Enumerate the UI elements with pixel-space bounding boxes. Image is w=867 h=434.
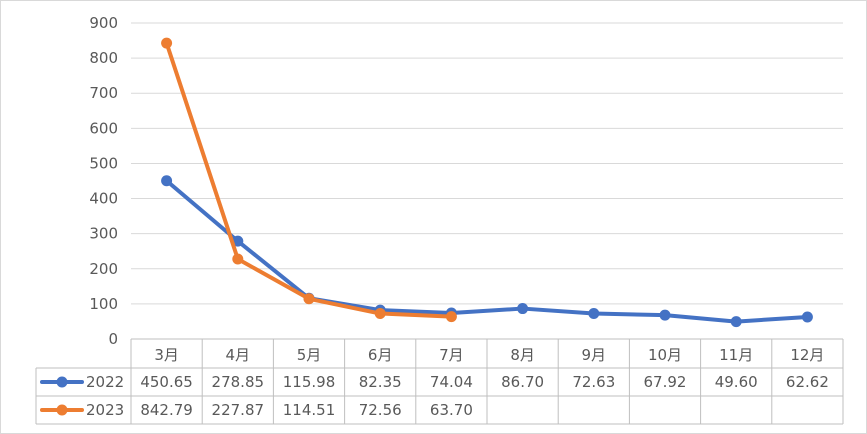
x-category-label: 3月 bbox=[154, 346, 179, 364]
table-cell-value: 278.85 bbox=[212, 373, 265, 391]
legend-key-marker bbox=[56, 404, 68, 416]
table-cell-value: 227.87 bbox=[212, 401, 265, 419]
data-point-2022 bbox=[232, 235, 244, 247]
table-cell-value: 63.70 bbox=[430, 401, 473, 419]
data-point-2022 bbox=[730, 316, 742, 328]
data-point-2022 bbox=[588, 307, 600, 319]
table-cell-value: 67.92 bbox=[644, 373, 687, 391]
y-tick-label: 800 bbox=[89, 49, 118, 67]
y-tick-label: 500 bbox=[89, 154, 118, 172]
y-tick-label: 100 bbox=[89, 295, 118, 313]
table-cell-value: 115.98 bbox=[283, 373, 336, 391]
y-tick-label: 600 bbox=[89, 119, 118, 137]
x-category-label: 4月 bbox=[226, 346, 251, 364]
table-cell-value: 62.62 bbox=[786, 373, 829, 391]
y-tick-label: 900 bbox=[89, 14, 118, 32]
data-point-2023 bbox=[445, 311, 457, 323]
data-point-2022 bbox=[517, 303, 529, 315]
y-tick-label: 300 bbox=[89, 225, 118, 243]
y-tick-label: 400 bbox=[89, 190, 118, 208]
y-tick-label: 200 bbox=[89, 260, 118, 278]
table-cell-value: 74.04 bbox=[430, 373, 473, 391]
series-layer bbox=[161, 37, 813, 328]
data-point-2022 bbox=[659, 309, 671, 321]
y-tick-label: 700 bbox=[89, 84, 118, 102]
data-point-2022 bbox=[161, 175, 173, 187]
x-category-label: 8月 bbox=[510, 346, 535, 364]
data-table: 3月 4月 5月 6月 7月 8月 9月 10月 11月 12月 2022 450.65 278.85 1… bbox=[35, 338, 844, 425]
table-cell-value: 72.56 bbox=[359, 401, 402, 419]
x-category-label: 10月 bbox=[648, 346, 682, 364]
series-name: 2022 bbox=[86, 373, 124, 391]
data-point-2023 bbox=[232, 253, 244, 265]
data-point-2023 bbox=[303, 293, 315, 305]
table-cell-value: 49.60 bbox=[715, 373, 758, 391]
x-category-label: 7月 bbox=[439, 346, 464, 364]
data-point-2022 bbox=[801, 311, 813, 323]
x-category-label: 9月 bbox=[582, 346, 607, 364]
x-category-label: 12月 bbox=[790, 346, 824, 364]
legend-key-marker bbox=[56, 376, 68, 388]
table-cell-value: 86.70 bbox=[501, 373, 544, 391]
table-cell-value: 82.35 bbox=[359, 373, 402, 391]
series-line-2022 bbox=[164, 178, 810, 324]
y-axis-labels: 0 100 200 300 400 500 600 700 800 900 bbox=[89, 14, 118, 348]
table-cell-value: 842.79 bbox=[140, 401, 193, 419]
table-cell-value: 72.63 bbox=[572, 373, 615, 391]
x-category-label: 11月 bbox=[719, 346, 753, 364]
x-category-label: 6月 bbox=[368, 346, 393, 364]
table-cell-value: 450.65 bbox=[140, 373, 193, 391]
y-tick-label: 0 bbox=[108, 330, 118, 348]
x-category-label: 5月 bbox=[297, 346, 322, 364]
gridlines bbox=[131, 22, 843, 305]
table-cell-value: 114.51 bbox=[283, 401, 336, 419]
series-name: 2023 bbox=[86, 401, 124, 419]
data-point-2023 bbox=[374, 308, 386, 320]
data-point-2023 bbox=[161, 37, 173, 49]
